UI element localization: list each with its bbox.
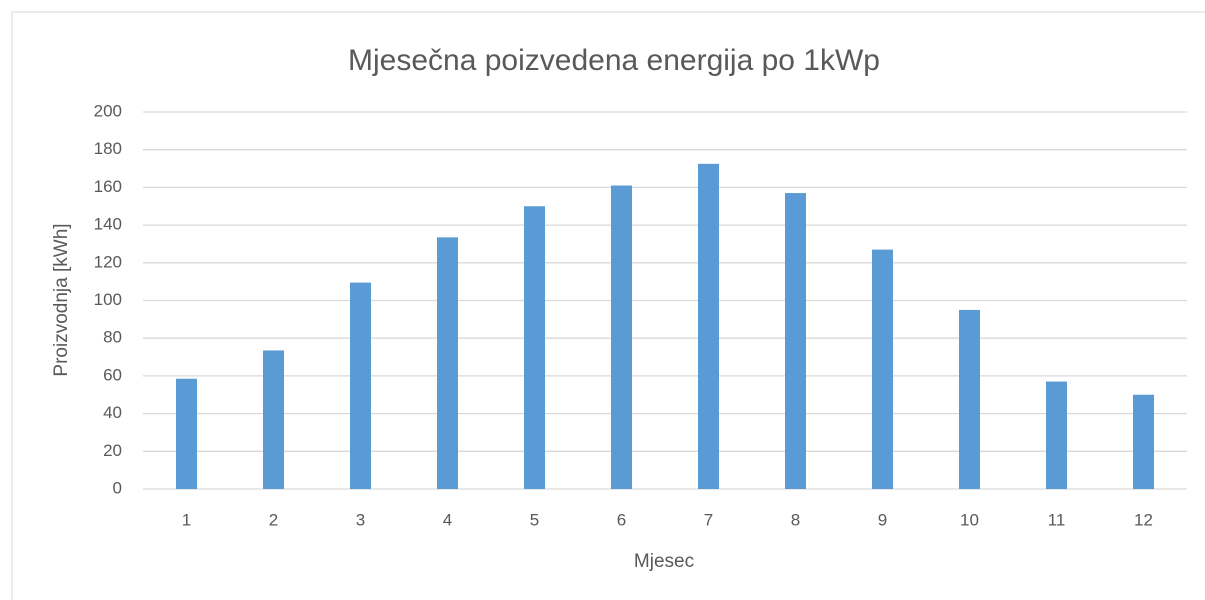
x-tick-label: 10 [960, 510, 979, 529]
x-axis-label: Mjesec [634, 551, 694, 572]
y-tick-label: 20 [103, 441, 122, 460]
x-tick-label: 6 [617, 510, 626, 529]
bar [698, 163, 719, 489]
bar [176, 378, 197, 489]
chart-title: Mjesečna poizvedena energija po 1kWp [348, 44, 880, 77]
y-tick-label: 200 [94, 101, 122, 120]
x-tick-label: 11 [1048, 510, 1066, 529]
x-tick-label: 5 [530, 510, 539, 529]
bar [524, 206, 545, 489]
bar [437, 237, 458, 489]
x-tick-label: 2 [269, 510, 278, 529]
chart-border [11, 11, 1205, 600]
y-axis-label: Proizvodnja [kWh] [51, 223, 72, 376]
y-tick-label: 160 [94, 177, 122, 196]
x-tick-label: 9 [878, 510, 887, 529]
x-tick-label: 12 [1134, 510, 1153, 529]
bar [1133, 394, 1154, 489]
bar [785, 193, 806, 489]
y-tick-label: 40 [103, 403, 122, 422]
bar [611, 185, 632, 489]
x-tick-label: 7 [704, 510, 713, 529]
y-tick-label: 140 [94, 215, 122, 234]
y-tick-label: 180 [94, 139, 122, 158]
bar [263, 350, 284, 489]
bar [872, 249, 893, 489]
y-tick-label: 100 [94, 290, 122, 309]
x-tick-label: 1 [182, 510, 191, 529]
x-tick-label: 8 [791, 510, 800, 529]
y-tick-label: 60 [103, 365, 122, 384]
y-tick-label: 0 [113, 478, 122, 497]
x-tick-label: 4 [443, 510, 452, 529]
y-tick-label: 80 [103, 328, 122, 347]
x-tick-label: 3 [356, 510, 365, 529]
bar [959, 309, 980, 489]
y-tick-label: 120 [94, 252, 122, 271]
bar [350, 282, 371, 489]
bar [1046, 381, 1067, 489]
